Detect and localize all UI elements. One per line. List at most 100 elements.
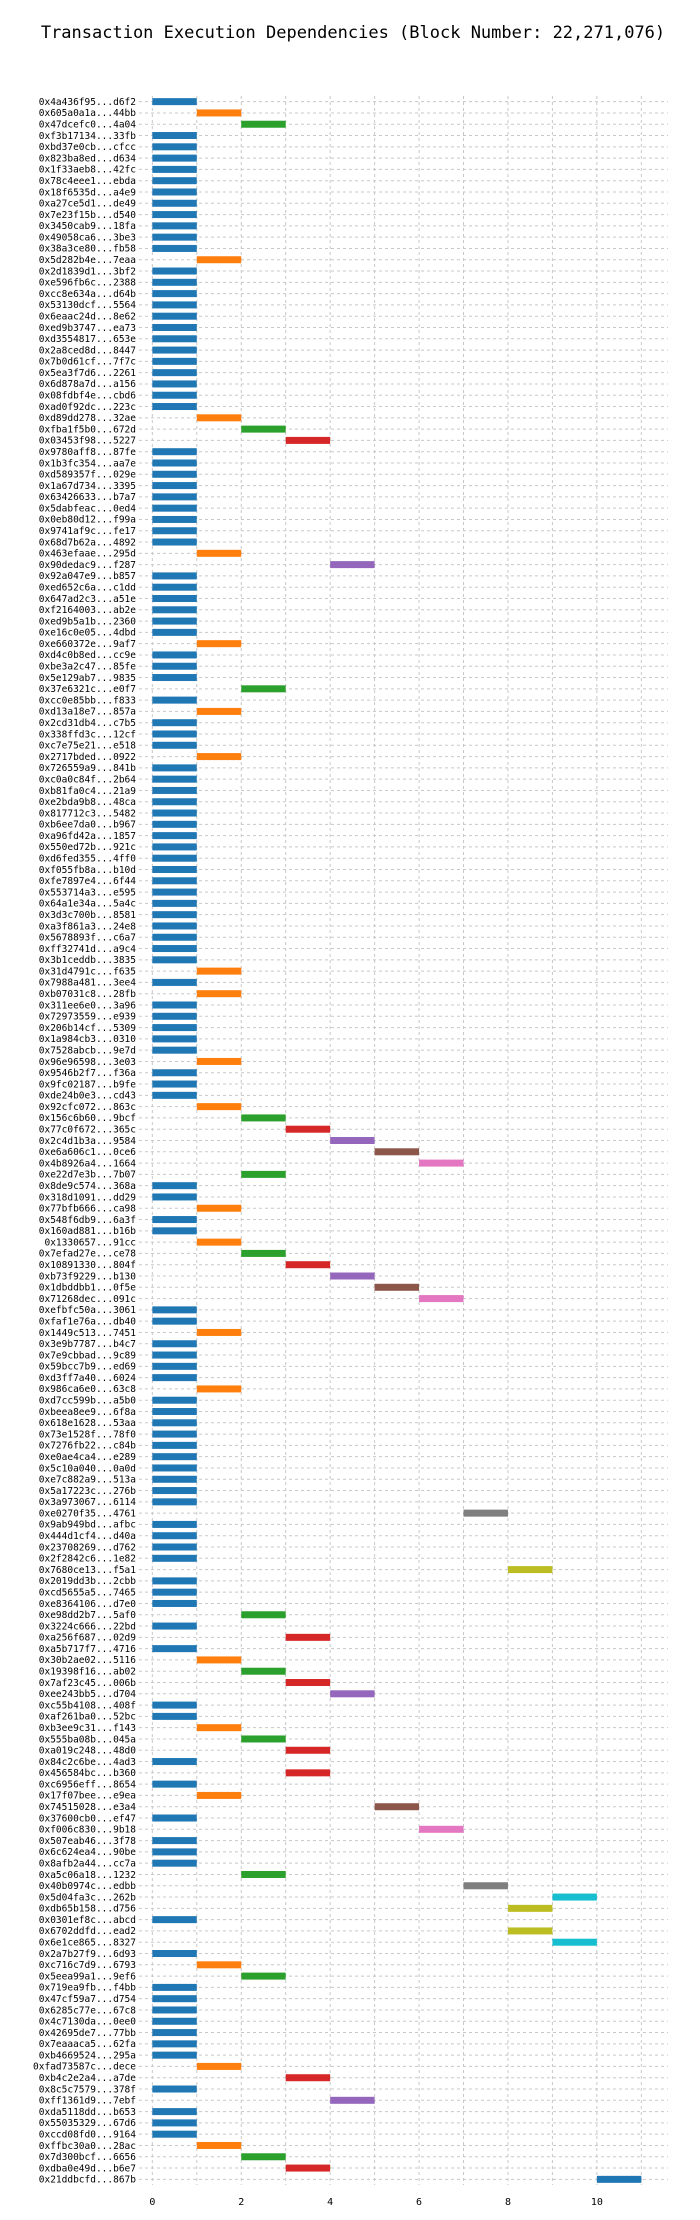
tx-label: 0x42695de7...77bb — [39, 2028, 137, 2039]
transaction-bar — [152, 211, 197, 219]
transaction-bar — [152, 1182, 197, 1190]
tx-label: 0x0301ef8c...abcd — [39, 1915, 136, 1926]
tx-label: 0x90dedac9...f287 — [39, 560, 136, 571]
tx-label: 0xa019c248...48d0 — [39, 1746, 137, 1757]
tx-label: 0xfad73587c...dece — [33, 2062, 136, 2073]
transaction-bar — [152, 854, 197, 862]
tx-label: 0x77bfb666...ca98 — [39, 1204, 137, 1215]
tx-label: 0x3a973067...6114 — [39, 1497, 137, 1508]
tx-label: 0xefbfc50a...3061 — [39, 1305, 137, 1316]
transaction-bar — [241, 120, 286, 128]
transaction-bar — [152, 1848, 197, 1856]
transaction-bar — [152, 1351, 197, 1359]
tx-label: 0xe16c0e05...4dbd — [39, 628, 136, 639]
tx-label: 0x2f2842c6...1e82 — [39, 1554, 136, 1565]
transaction-bar — [241, 1114, 286, 1122]
tx-label: 0xf006c830...9b18 — [39, 1825, 137, 1836]
tx-label: 0x5d04fa3c...262b — [39, 1892, 137, 1903]
transaction-bar — [241, 685, 286, 693]
tx-label: 0x7d300bcf...6656 — [39, 2152, 137, 2163]
tx-label: 0x463efaae...295d — [39, 549, 136, 560]
tx-label: 0x5dabfeac...0ed4 — [39, 503, 137, 514]
transaction-bar — [285, 1125, 331, 1133]
transaction-bar — [152, 380, 197, 388]
transaction-bar — [196, 1791, 242, 1799]
tx-label: 0x2a8ced8d...8447 — [39, 345, 136, 356]
transaction-bar — [152, 1622, 197, 1630]
tx-label: 0x8de9c574...368a — [39, 1181, 136, 1192]
transaction-bar — [152, 594, 197, 602]
transaction-bar — [152, 1983, 197, 1991]
transaction-bar — [152, 132, 197, 140]
transaction-bar — [152, 357, 197, 365]
transaction-bar — [285, 1769, 331, 1777]
tx-label: 0xcd5655a5...7465 — [39, 1587, 136, 1598]
transaction-bar — [507, 1566, 553, 1574]
transaction-bar — [241, 1870, 286, 1878]
transaction-bar — [152, 2017, 197, 2025]
transaction-bar — [152, 865, 197, 873]
transaction-bar — [152, 177, 197, 185]
transaction-bar — [152, 662, 197, 670]
transaction-bar — [241, 1611, 286, 1619]
tx-label: 0xffbc30a0...28ac — [39, 2141, 136, 2152]
tx-label: 0xb6ee7da0...b967 — [39, 820, 136, 831]
tx-label: 0x2d1839d1...3bf2 — [39, 266, 136, 277]
tx-label: 0x92a047e9...b857 — [39, 571, 136, 582]
transaction-bar — [330, 2096, 375, 2104]
tx-label: 0x6c624ea4...90be — [39, 1847, 137, 1858]
tx-label: 0x78c4eee1...ebda — [39, 176, 136, 187]
transaction-bar — [196, 414, 242, 422]
transaction-bar — [285, 436, 331, 444]
transaction-bar — [152, 1080, 197, 1088]
transaction-bar — [152, 1859, 197, 1867]
y-axis-labels: 0x4a436f95...d6f20x605a0a1a...44bb0x47dc… — [33, 97, 136, 2186]
transaction-bar — [152, 1577, 197, 1585]
tx-label: 0xfe7897e4...6f44 — [39, 876, 137, 887]
transaction-bar — [152, 2119, 197, 2127]
tx-label: 0x6e1ce865...8327 — [39, 1938, 136, 1949]
tx-label: 0x5678893f...c6a7 — [39, 933, 136, 944]
transaction-bar — [330, 1690, 375, 1698]
tx-label: 0x7e23f15b...d540 — [39, 210, 137, 221]
tx-label: 0x0eb80d12...f99a — [39, 515, 136, 526]
tx-label: 0x311ee6e0...3a96 — [39, 1000, 137, 1011]
transaction-bar — [152, 244, 197, 252]
transaction-bar — [152, 820, 197, 828]
tx-label: 0xc716c7d9...6793 — [39, 1960, 136, 1971]
transaction-bar — [196, 1238, 242, 1246]
transaction-bar — [330, 561, 375, 569]
transaction-bar — [152, 764, 197, 772]
tx-label: 0x74515028...e3a4 — [39, 1802, 137, 1813]
transaction-bar — [241, 1170, 286, 1178]
transaction-bar — [285, 2164, 331, 2172]
transaction-bar — [152, 403, 197, 411]
tx-label: 0x8c5c7579...378f — [39, 2084, 136, 2095]
tx-label: 0x1449c513...7451 — [39, 1328, 137, 1339]
transaction-bar — [152, 809, 197, 817]
transaction-bar — [196, 640, 242, 648]
transaction-bar — [152, 956, 197, 964]
tx-label: 0x6eaac24d...8e62 — [39, 311, 136, 322]
tx-label: 0x1b3fc354...aa7e — [39, 458, 137, 469]
tx-label: 0x6702ddfd...ead2 — [39, 1926, 136, 1937]
tx-label: 0xd589357f...029e — [39, 470, 137, 481]
tx-label: 0xd13a18e7...857a — [39, 707, 136, 718]
tx-label: 0xc6956eff...8654 — [39, 1779, 137, 1790]
transaction-bar — [152, 1554, 197, 1562]
tx-label: 0x6285c77e...67c8 — [39, 2005, 137, 2016]
transaction-bar — [152, 2108, 197, 2116]
tx-label: 0x31d4791c...f635 — [39, 966, 136, 977]
tx-label: 0x37600cb0...ef47 — [39, 1813, 136, 1824]
transaction-bar — [152, 165, 197, 173]
tx-label: 0xa27ce5d1...de49 — [39, 199, 137, 210]
tx-label: 0xe7c882a9...513a — [39, 1475, 136, 1486]
tx-label: 0xff1361d9...7ebf — [39, 2096, 136, 2107]
transaction-bar — [152, 1046, 197, 1054]
tx-label: 0xe0270f35...4761 — [39, 1508, 137, 1519]
transaction-bar — [152, 1701, 197, 1709]
tx-label: 0xcc8e634a...d64b — [39, 289, 137, 300]
tx-label: 0x2c4d1b3a...9584 — [39, 1136, 137, 1147]
transaction-bar — [152, 143, 197, 151]
tx-label: 0x719ea9fb...f4bb — [39, 1983, 137, 1994]
